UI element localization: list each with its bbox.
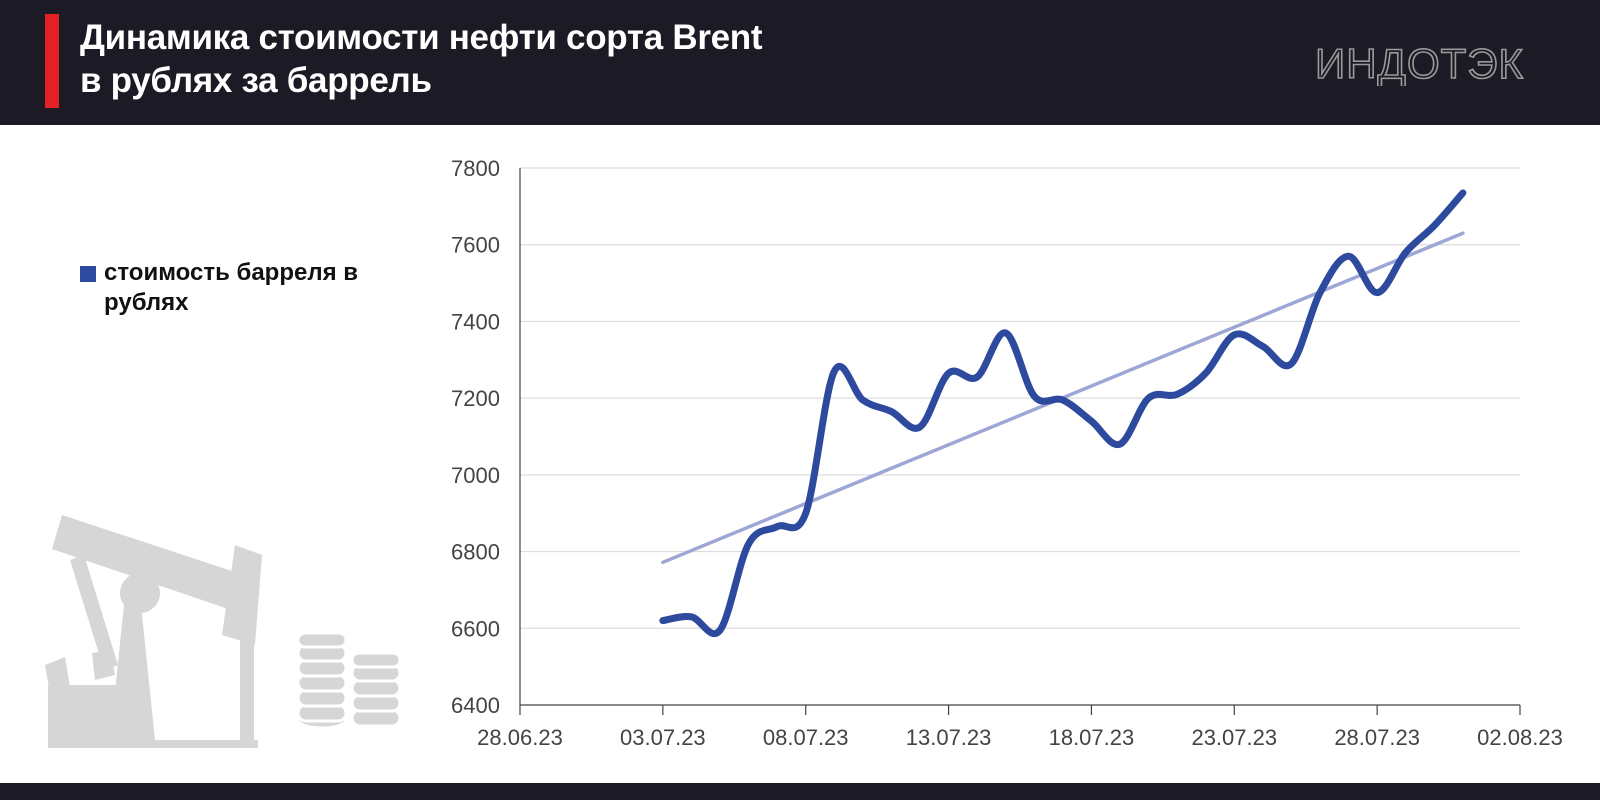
x-tick-label: 28.06.23	[477, 725, 563, 750]
svg-text:ИНДОТЭК: ИНДОТЭК	[1315, 40, 1524, 86]
series-layer	[659, 189, 1467, 637]
x-tick-label: 03.07.23	[620, 725, 706, 750]
y-tick-label: 7600	[451, 233, 500, 258]
title-line-2: в рублях за баррель	[80, 61, 432, 100]
accent-bar	[45, 14, 59, 108]
oil-pump-illustration	[45, 515, 402, 748]
legend-label: стоимость барреля в рублях	[104, 259, 359, 316]
y-tick-label: 7400	[451, 309, 500, 334]
oil-pump-icon	[45, 515, 262, 748]
x-tick-label: 08.07.23	[763, 725, 849, 750]
coin-stack-icon	[296, 631, 402, 730]
axis-layer: 6400 6600 6800 7000 7200 7400 7600 7800 28.06.23…	[451, 156, 1563, 750]
x-tick-label: 23.07.23	[1191, 725, 1277, 750]
header-bar: Динамика стоимости нефти сорта Brent в р…	[0, 0, 1600, 125]
legend-swatch	[80, 266, 96, 282]
x-tick-label: 02.08.23	[1477, 725, 1563, 750]
page-title: Динамика стоимости нефти сорта Brent в р…	[80, 16, 763, 102]
y-tick-label: 7000	[451, 463, 500, 488]
series-line	[659, 189, 1467, 637]
y-tick-label: 6600	[451, 616, 500, 641]
chart-legend: стоимость барреля в рублях	[80, 258, 384, 318]
y-tick-label: 6800	[451, 540, 500, 565]
y-tick-label: 7200	[451, 386, 500, 411]
y-tick-label: 7800	[451, 156, 500, 181]
footer-bar	[0, 783, 1600, 800]
title-line-1: Динамика стоимости нефти сорта Brent	[80, 18, 763, 57]
x-tick-label: 13.07.23	[906, 725, 992, 750]
brand-logo: ИНДОТЭК	[1315, 40, 1524, 86]
y-tick-label: 6400	[451, 693, 500, 718]
x-tick-label: 28.07.23	[1334, 725, 1420, 750]
x-tick-label: 18.07.23	[1049, 725, 1135, 750]
